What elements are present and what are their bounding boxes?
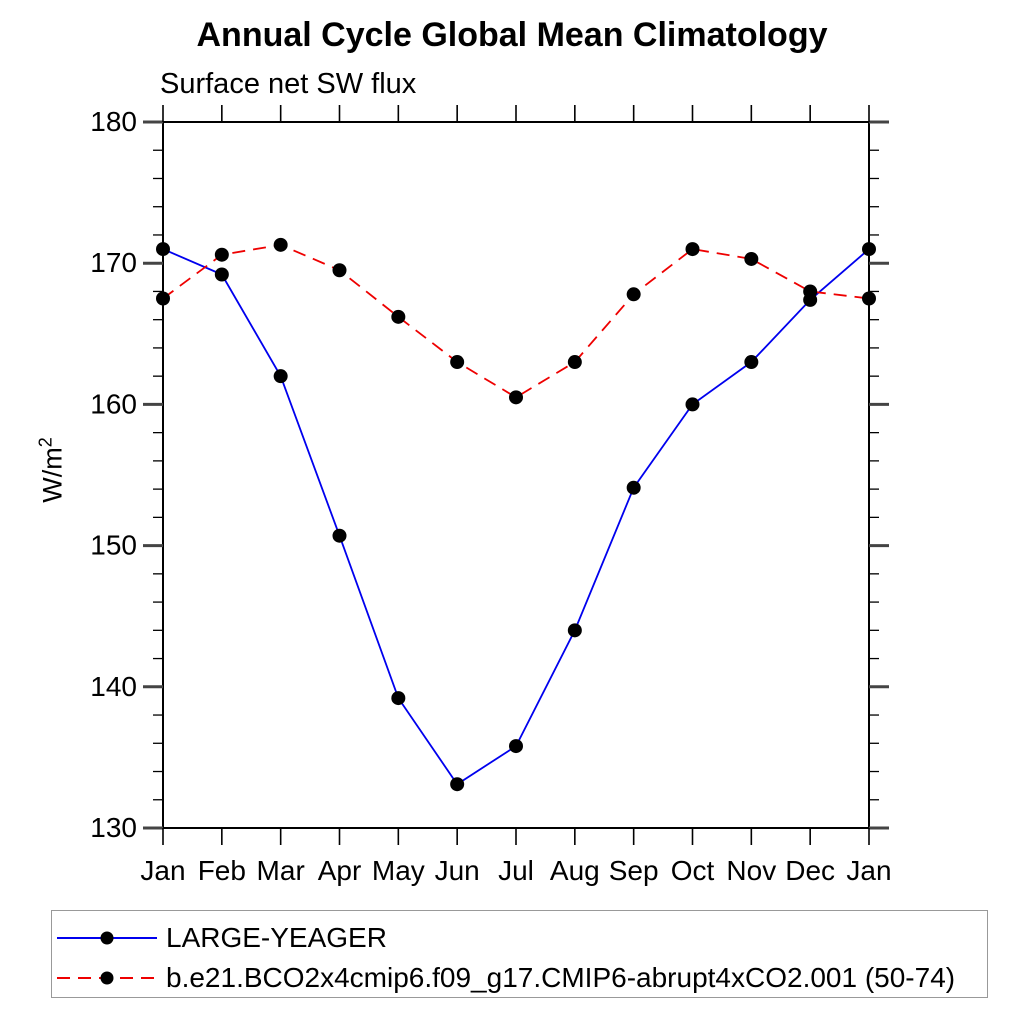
month-label: Nov xyxy=(726,855,776,886)
chart-subtitle: Surface net SW flux xyxy=(160,68,417,100)
data-point-marker xyxy=(862,291,876,306)
data-point-marker xyxy=(509,390,523,405)
month-label: Jan xyxy=(846,855,891,886)
month-label: May xyxy=(372,855,425,886)
data-point-marker xyxy=(509,739,523,754)
data-point-marker xyxy=(391,309,406,324)
data-point-marker xyxy=(862,242,876,257)
legend-item-abrupt4xco2: b.e21.BCO2x4cmip6.f09_g17.CMIP6-abrupt4x… xyxy=(52,958,955,998)
data-point-marker xyxy=(567,623,582,638)
data-point-marker xyxy=(273,237,288,252)
series-line-large-yeager xyxy=(162,248,870,786)
data-point-marker xyxy=(332,528,347,543)
y-tick-label: 170 xyxy=(90,247,137,278)
chart-title: Annual Cycle Global Mean Climatology xyxy=(196,16,828,54)
data-point-marker xyxy=(626,287,641,302)
data-point-marker xyxy=(744,251,759,266)
legend-sample-solid-line xyxy=(57,931,157,945)
legend-marker-dot xyxy=(100,931,114,945)
legend-sample-dashed-line xyxy=(57,971,157,985)
data-point-marker xyxy=(450,777,465,792)
data-point-marker xyxy=(803,284,818,299)
data-point-marker xyxy=(214,267,229,282)
data-point-marker xyxy=(685,397,700,412)
data-point-marker xyxy=(156,242,170,257)
month-label: Jan xyxy=(140,855,185,886)
y-tick-label: 180 xyxy=(90,106,137,137)
month-label: Aug xyxy=(550,855,600,886)
legend-label: b.e21.BCO2x4cmip6.f09_g17.CMIP6-abrupt4x… xyxy=(166,962,956,993)
month-label: Jun xyxy=(435,855,480,886)
y-tick-label: 150 xyxy=(90,530,137,561)
data-point-marker xyxy=(450,355,465,370)
data-point-marker xyxy=(273,369,288,384)
y-tick-label: 130 xyxy=(90,812,137,843)
data-point-marker xyxy=(567,355,582,370)
data-point-marker xyxy=(156,291,170,306)
legend-label: LARGE-YEAGER xyxy=(166,922,387,953)
data-point-marker xyxy=(332,263,347,278)
data-point-marker xyxy=(391,691,406,706)
data-point-marker xyxy=(214,247,229,262)
y-tick-label: 140 xyxy=(90,671,137,702)
month-label: Mar xyxy=(257,855,305,886)
month-label: Dec xyxy=(785,855,835,886)
data-point-marker xyxy=(685,242,700,257)
data-point-marker xyxy=(626,480,641,495)
y-tick-label: 160 xyxy=(90,388,137,419)
month-label: Jul xyxy=(498,855,534,886)
series-line-b-e21-bco2x4cmip6-f09-g17-cm xyxy=(162,243,870,399)
month-label: Apr xyxy=(318,855,362,886)
legend-box: LARGE-YEAGER b.e21.BCO2x4cmip6.f09_g17.C… xyxy=(51,910,988,998)
month-label: Feb xyxy=(198,855,246,886)
month-label: Oct xyxy=(671,855,715,886)
legend-item-large-yeager: LARGE-YEAGER xyxy=(52,918,387,958)
data-point-marker xyxy=(744,355,759,370)
month-label: Sep xyxy=(609,855,659,886)
legend-marker-dot xyxy=(100,971,114,985)
